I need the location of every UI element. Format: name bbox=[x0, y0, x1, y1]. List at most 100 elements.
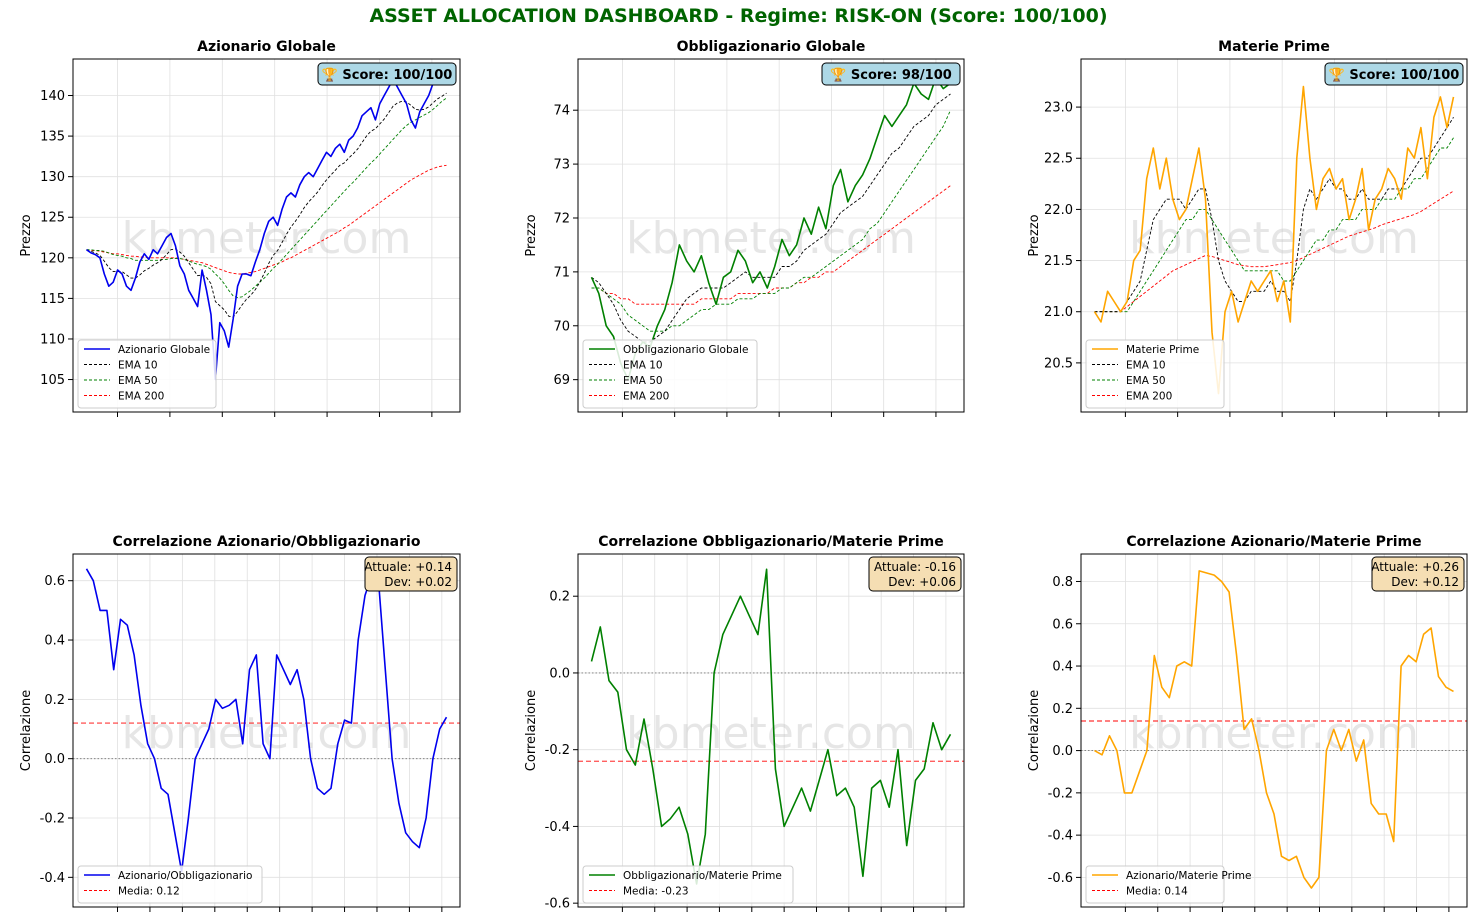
y-tick-label: 0.0 bbox=[44, 752, 65, 767]
grid bbox=[73, 59, 460, 412]
series-line-2 bbox=[591, 110, 951, 332]
y-tick-label: -0.4 bbox=[40, 871, 65, 886]
y-tick-label: 0.2 bbox=[44, 693, 65, 708]
y-axis-label: Correlazione bbox=[19, 690, 34, 771]
legend-label: Obbligazionario Globale bbox=[623, 344, 748, 356]
y-tick-label: 23.0 bbox=[1044, 101, 1073, 116]
y-tick-label: 0.8 bbox=[1052, 575, 1073, 590]
panel-corr-az-mp: Correlazione Azionario/Materie Prime Corr… bbox=[1027, 534, 1468, 912]
y-axis-label: Prezzo bbox=[19, 214, 34, 256]
y-tick-label: 125 bbox=[40, 211, 65, 226]
y-tick-label: 0.4 bbox=[1052, 660, 1073, 675]
axes-frame bbox=[577, 553, 965, 908]
stat-line: Attuale: +0.26 bbox=[1371, 560, 1459, 574]
y-tick-label: 140 bbox=[40, 89, 65, 104]
dashboard-title: ASSET ALLOCATION DASHBOARD - Regime: RIS… bbox=[369, 5, 1108, 27]
legend-box bbox=[582, 339, 758, 409]
series-line-3 bbox=[591, 185, 951, 305]
y-tick-label: 70 bbox=[553, 319, 570, 334]
legend-label: Media: 0.12 bbox=[118, 885, 180, 897]
y-tick-label: 0.0 bbox=[1052, 744, 1073, 759]
legend: Azionario/Obbligazionario Media: 0.12 bbox=[77, 865, 263, 904]
watermark: kbmeter.com bbox=[626, 213, 916, 264]
legend-box bbox=[77, 865, 263, 904]
stat-line: Attuale: -0.16 bbox=[874, 560, 956, 574]
plot-area bbox=[1093, 85, 1455, 395]
stat-box bbox=[1371, 556, 1465, 592]
legend: Obbligazionario Globale EMA 10 EMA 50 EMA 2… bbox=[582, 339, 758, 409]
y-tick-label: -0.4 bbox=[545, 820, 570, 835]
score-badge-text: 🏆 Score: 98/100 bbox=[830, 67, 952, 83]
legend-label: Media: 0.14 bbox=[1126, 885, 1188, 897]
legend-label: EMA 10 bbox=[623, 359, 663, 371]
y-tick-label: 135 bbox=[40, 130, 65, 145]
y-tick-label: 21.0 bbox=[1044, 305, 1073, 320]
axis-title: Correlazione Azionario/Obbligazionario bbox=[113, 534, 421, 550]
y-axis-label: Correlazione bbox=[524, 690, 539, 771]
series-line-3 bbox=[1094, 190, 1454, 313]
plot-area bbox=[86, 78, 448, 381]
legend-box bbox=[77, 339, 217, 409]
legend: Azionario Globale EMA 10 EMA 50 EMA 200 bbox=[77, 339, 217, 409]
stat-line: Dev: +0.02 bbox=[384, 575, 452, 589]
panel-obbligazionario: Obbligazionario Globale Prezzo 69 70 71 72 73 7… bbox=[524, 39, 965, 417]
score-badge bbox=[317, 62, 457, 86]
legend: Materie Prime EMA 10 EMA 50 EMA 200 bbox=[1085, 339, 1225, 409]
legend-box bbox=[1085, 339, 1225, 409]
y-axis-label: Prezzo bbox=[524, 214, 539, 256]
axis-title: Correlazione Azionario/Materie Prime bbox=[1126, 534, 1421, 550]
grid bbox=[1081, 59, 1467, 412]
plot-area bbox=[1081, 570, 1467, 889]
axes-frame bbox=[1080, 58, 1468, 413]
axes-frame bbox=[577, 58, 965, 413]
series-line-0 bbox=[86, 78, 448, 381]
score-badge bbox=[1324, 62, 1464, 86]
y-tick-label: 115 bbox=[40, 292, 65, 307]
y-tick-label: 71 bbox=[553, 265, 570, 280]
stat-box bbox=[364, 556, 458, 592]
y-tick-label: 20.5 bbox=[1044, 356, 1073, 371]
axis-title: Correlazione Obbligazionario/Materie Pri… bbox=[598, 534, 943, 550]
y-tick-label: 110 bbox=[40, 332, 65, 347]
watermark: kbmeter.com bbox=[1129, 213, 1419, 264]
y-tick-label: 105 bbox=[40, 373, 65, 388]
y-tick-label: -0.2 bbox=[545, 743, 570, 758]
y-tick-label: 0.6 bbox=[1052, 617, 1073, 632]
stat-box bbox=[868, 556, 962, 592]
grid bbox=[578, 59, 964, 412]
series-line-0 bbox=[85, 568, 448, 873]
y-tick-label: 0.0 bbox=[549, 666, 570, 681]
y-tick-label: 0.2 bbox=[1052, 702, 1073, 717]
legend-label: Media: -0.23 bbox=[623, 885, 689, 897]
y-tick-label: -0.6 bbox=[1048, 871, 1073, 886]
stat-line: Dev: +0.06 bbox=[888, 575, 956, 589]
legend: Azionario/Materie Prime Media: 0.14 bbox=[1085, 865, 1252, 904]
axis-title: Obbligazionario Globale bbox=[677, 39, 866, 55]
legend-box bbox=[1085, 865, 1225, 904]
panel-corr-obb-mp: Correlazione Obbligazionario/Materie Pri… bbox=[524, 534, 965, 912]
y-tick-label: 73 bbox=[553, 158, 570, 173]
y-tick-label: -0.6 bbox=[545, 897, 570, 912]
axis-title: Azionario Globale bbox=[197, 39, 336, 55]
panel-azionario: Azionario Globale Prezzo 105 110 115 120 125 13… bbox=[19, 39, 461, 417]
series-line-0 bbox=[590, 568, 952, 885]
score-badge-text: 🏆 Score: 100/100 bbox=[322, 67, 453, 83]
series-line-2 bbox=[86, 97, 447, 299]
legend-label: EMA 50 bbox=[1126, 375, 1166, 387]
y-tick-label: -0.2 bbox=[1048, 786, 1073, 801]
watermark: kbmeter.com bbox=[1129, 708, 1419, 759]
panel-corr-az-obb: Correlazione Azionario/Obbligazionario Co… bbox=[19, 534, 461, 912]
legend-label: Materie Prime bbox=[1126, 344, 1199, 356]
legend-label: EMA 50 bbox=[118, 375, 158, 387]
y-tick-label: 22.5 bbox=[1044, 152, 1073, 167]
legend-label: EMA 200 bbox=[623, 390, 669, 402]
watermark: kbmeter.com bbox=[122, 213, 412, 264]
series-line-0 bbox=[1093, 85, 1455, 395]
legend-label: EMA 10 bbox=[118, 359, 158, 371]
series-line-1 bbox=[1094, 117, 1454, 313]
y-tick-label: 22.0 bbox=[1044, 203, 1073, 218]
legend-label: EMA 200 bbox=[1126, 390, 1172, 402]
y-tick-label: 74 bbox=[553, 104, 570, 119]
y-tick-label: 21.5 bbox=[1044, 254, 1073, 269]
series-line-1 bbox=[86, 92, 447, 318]
